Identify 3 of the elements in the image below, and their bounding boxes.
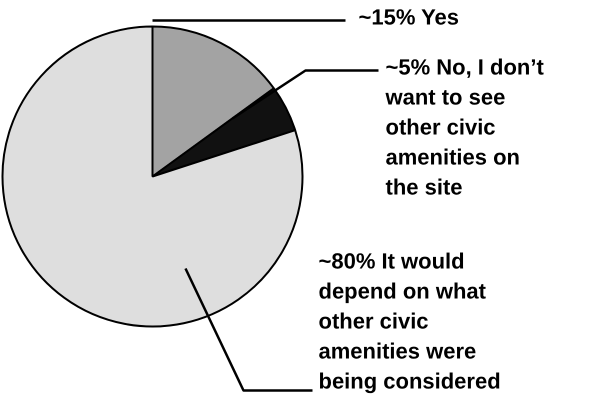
slice-label: ~15% Yes <box>358 4 460 30</box>
slice-label: ~5% No, I don’t want to see other civic amenities on the site <box>384 54 544 200</box>
slice-label: ~80% It would depend on what other civic amenities were being considered <box>318 248 501 394</box>
